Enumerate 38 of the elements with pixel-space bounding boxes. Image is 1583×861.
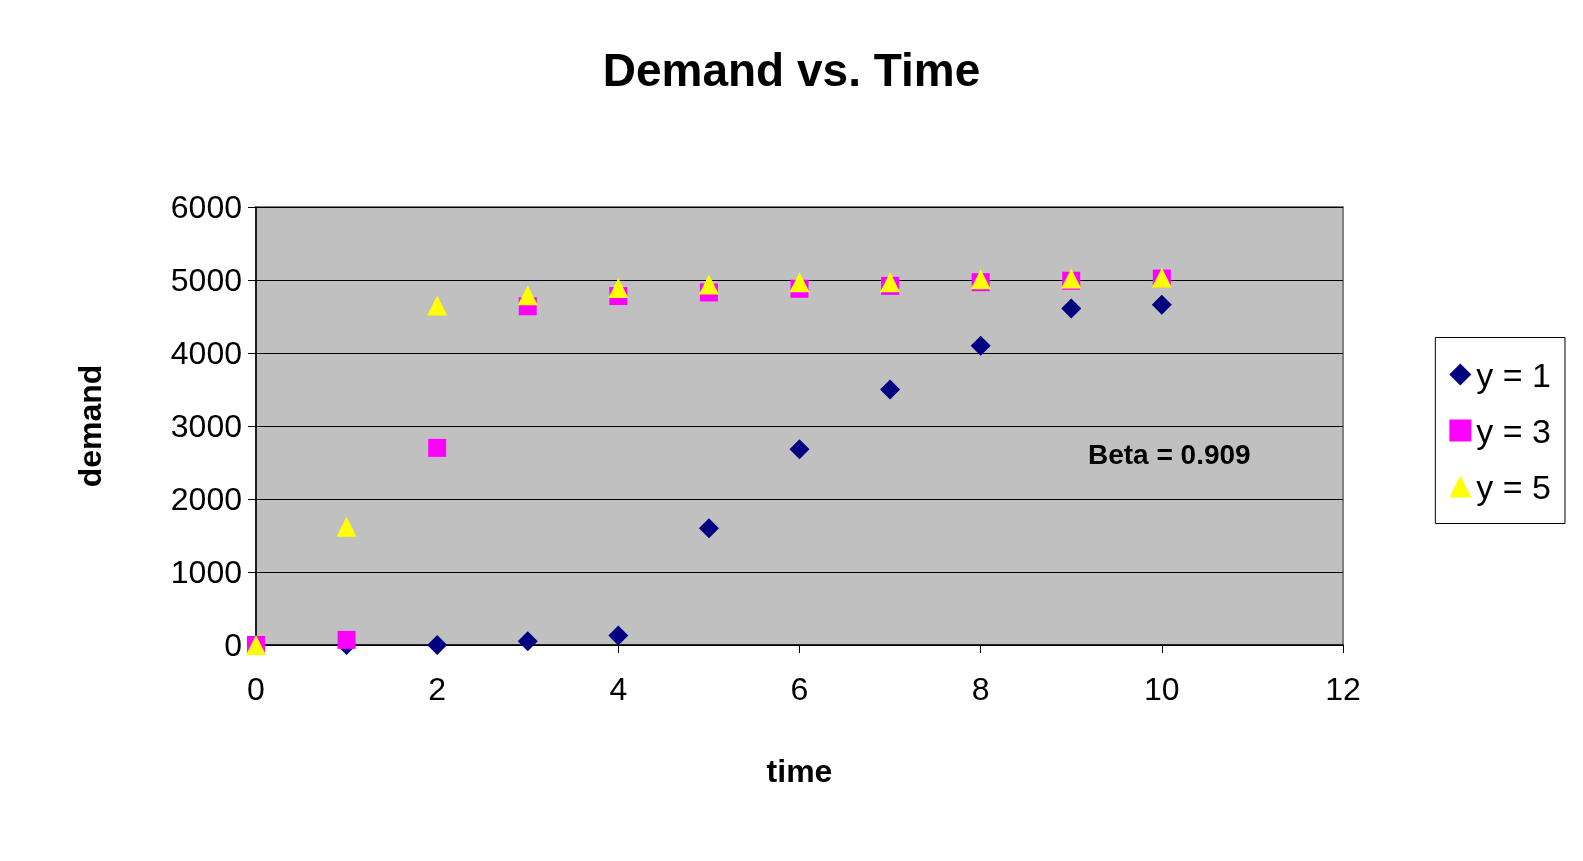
point	[336, 516, 357, 537]
point	[337, 630, 356, 649]
x-tick-label: 2	[428, 671, 447, 707]
point	[698, 518, 719, 539]
y-tick-label: 5000	[170, 262, 242, 298]
x-tick-label: 10	[1144, 671, 1180, 707]
point	[517, 631, 538, 652]
point	[428, 438, 447, 457]
point	[970, 335, 991, 356]
x-tick-label: 12	[1325, 671, 1361, 707]
legend-label: y = 3	[1476, 411, 1552, 450]
point	[1151, 294, 1172, 315]
x-tick-label: 6	[790, 671, 809, 707]
point	[880, 379, 901, 400]
y-tick-label: 6000	[170, 189, 242, 225]
legend-label: y = 5	[1476, 467, 1552, 506]
point	[517, 285, 538, 306]
chart-title: Demand vs. Time	[602, 44, 981, 96]
point	[698, 274, 719, 295]
annotation: Beta = 0.909	[1088, 438, 1251, 470]
point	[1061, 298, 1082, 319]
point	[608, 278, 629, 299]
point	[427, 295, 448, 316]
x-tick-label: 8	[971, 671, 990, 707]
y-tick-label: 3000	[170, 408, 242, 444]
y-tick-label: 4000	[170, 335, 242, 371]
legend-label: y = 1	[1476, 355, 1552, 394]
x-tick-label: 4	[609, 671, 628, 707]
y-tick-label: 0	[224, 627, 242, 663]
y-tick-label: 2000	[170, 481, 242, 517]
point	[427, 635, 448, 655]
point	[608, 625, 629, 646]
x-axis-title: time	[766, 753, 833, 789]
point	[789, 272, 810, 293]
x-tick-label: 0	[247, 671, 265, 707]
y-axis-title: demand	[72, 364, 108, 488]
point	[789, 439, 810, 460]
y-tick-label: 1000	[170, 554, 242, 590]
